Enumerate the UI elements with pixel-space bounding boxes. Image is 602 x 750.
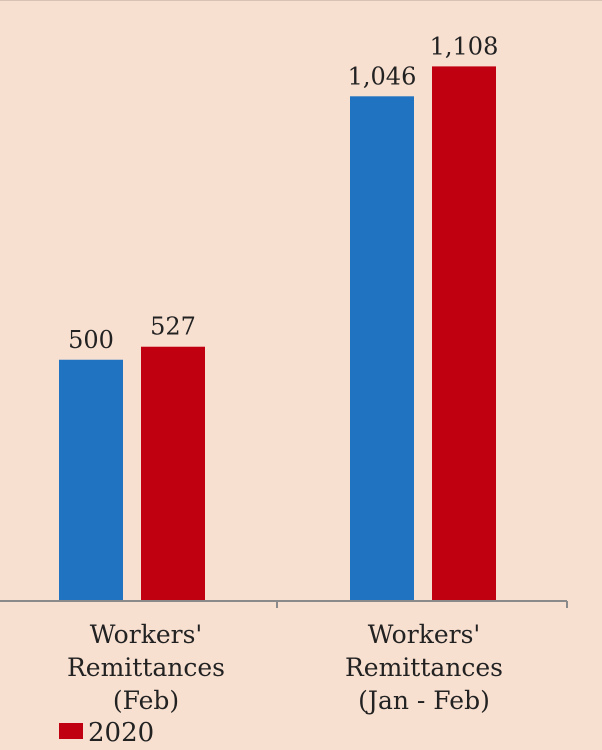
data-label-series0-cat0: 500 (68, 326, 114, 354)
category-label-0-line2: (Feb) (113, 686, 179, 715)
data-label-series0-cat1: 1,046 (348, 62, 417, 90)
bar-series0-cat0 (59, 359, 123, 601)
legend-swatch-2020 (59, 723, 83, 739)
bar-series1-cat0 (141, 346, 205, 601)
bar-series1-cat1 (432, 66, 496, 601)
legend-label-2020: 2020 (88, 718, 154, 748)
data-label-series1-cat0: 527 (150, 313, 196, 341)
category-label-0-line0: Workers' (90, 620, 203, 649)
bar-series0-cat1 (350, 96, 414, 602)
category-label-0-line1: Remittances (67, 653, 225, 682)
category-label-1-line1: Remittances (345, 653, 503, 682)
data-label-series1-cat1: 1,108 (430, 32, 499, 60)
category-label-1-line0: Workers' (368, 620, 481, 649)
category-label-1-line2: (Jan - Feb) (358, 686, 490, 715)
